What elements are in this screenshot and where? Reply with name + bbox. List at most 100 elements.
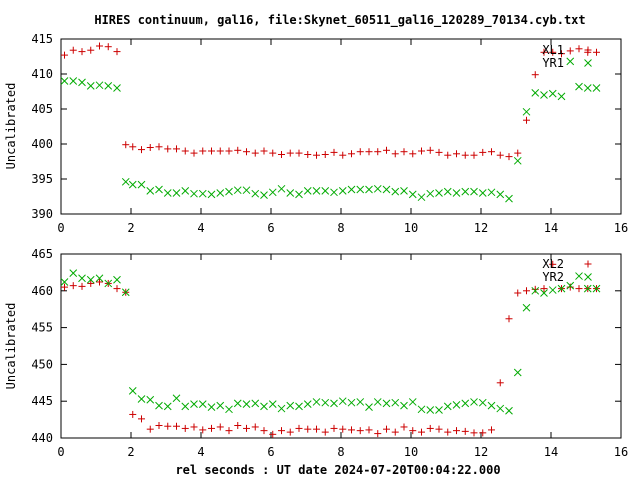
bottom-data-marks (60, 260, 601, 438)
data-point-yr2 (190, 400, 198, 408)
data-point-xl2 (173, 422, 180, 430)
data-point-yr1 (382, 185, 391, 194)
data-point-xl2 (348, 426, 355, 434)
data-point-xl2 (374, 430, 382, 438)
data-point-yr1 (163, 189, 172, 197)
top-y-axis-label: Uncalibrated (4, 83, 18, 170)
data-point-xl1 (295, 149, 303, 157)
bottom-x-tick-label: 0 (57, 445, 64, 459)
data-point-yr2 (295, 402, 303, 411)
data-point-yr1 (286, 189, 295, 197)
data-point-xl2 (505, 315, 513, 323)
legend-symbol-yr2 (584, 273, 592, 281)
data-point-yr1 (60, 77, 69, 85)
data-point-yr2 (478, 398, 487, 407)
data-point-xl1 (113, 48, 121, 56)
data-point-xl1 (251, 149, 259, 157)
data-point-xl2 (470, 429, 478, 437)
data-point-yr1 (505, 194, 513, 203)
data-point-xl1 (496, 151, 504, 159)
data-point-xl2 (129, 410, 137, 418)
data-point-yr1 (242, 186, 251, 195)
legend-symbol-xl2 (584, 260, 592, 268)
data-point-yr2 (513, 368, 522, 377)
data-point-xl1 (365, 148, 373, 156)
data-point-xl2 (531, 285, 539, 293)
data-point-yr2 (163, 402, 172, 411)
data-point-yr1 (155, 185, 163, 194)
data-point-yr2 (592, 284, 601, 293)
top-x-tick-label: 8 (337, 221, 344, 235)
data-point-xl1 (181, 147, 189, 155)
data-point-xl1 (479, 148, 487, 156)
top-y-tick-label: 390 (31, 207, 53, 221)
data-point-xl1 (505, 153, 513, 161)
data-point-yr1 (113, 84, 121, 92)
data-point-yr1 (216, 189, 225, 197)
data-point-xl1 (374, 148, 382, 156)
data-point-yr1 (69, 77, 78, 85)
data-point-yr1 (146, 187, 155, 195)
data-point-yr1 (575, 82, 583, 91)
data-point-yr1 (198, 189, 207, 198)
data-point-yr1 (365, 185, 373, 194)
data-point-xl2 (199, 426, 207, 434)
data-point-yr2 (225, 405, 233, 414)
data-point-yr1 (513, 156, 522, 165)
bottom-y-tick-label: 445 (31, 394, 53, 408)
top-y-tick-label: 400 (31, 137, 53, 151)
data-point-xl1 (234, 146, 242, 154)
data-point-xl2 (278, 427, 285, 435)
data-point-xl2 (208, 424, 215, 432)
data-point-yr2 (435, 406, 443, 414)
data-point-xl1 (400, 148, 408, 156)
data-point-yr1 (312, 187, 321, 195)
bottom-y-tick-label: 460 (31, 284, 53, 298)
legend-marker-xl2 (584, 260, 592, 268)
data-point-xl1 (409, 150, 417, 158)
data-point-xl1 (348, 150, 355, 158)
legend-marker-yr1 (584, 59, 592, 67)
data-point-xl2 (164, 422, 172, 430)
data-point-xl2 (356, 427, 364, 435)
data-point-xl2 (286, 428, 294, 436)
data-point-xl2 (391, 428, 399, 436)
data-point-yr2 (391, 398, 400, 407)
data-point-xl1 (61, 51, 68, 59)
data-point-yr1 (470, 187, 478, 196)
data-point-xl2 (78, 282, 86, 290)
bottom-x-tick-label: 6 (267, 445, 274, 459)
data-point-yr1 (522, 107, 531, 116)
data-point-yr2 (312, 398, 321, 406)
data-point-xl1 (146, 144, 154, 151)
data-point-xl1 (96, 42, 103, 50)
data-point-xl2 (365, 426, 373, 434)
data-point-yr1 (426, 189, 435, 198)
data-point-xl2 (514, 289, 522, 297)
data-point-xl1 (78, 48, 86, 56)
top-x-tick-label: 6 (267, 221, 274, 235)
data-point-yr1 (251, 189, 260, 198)
data-point-yr1 (356, 185, 365, 194)
data-point-xl2 (260, 427, 268, 435)
data-point-yr1 (78, 78, 86, 87)
bottom-x-tick-label: 2 (127, 445, 134, 459)
data-point-yr2 (242, 400, 251, 408)
data-point-yr2 (531, 286, 540, 295)
data-point-xl2 (225, 427, 233, 435)
bottom-panel: Uncalibrated 0 2 4 6 8 10 12 14 16 440 445 450 455 46… (4, 247, 628, 459)
data-point-xl2 (69, 282, 77, 290)
data-point-yr1 (121, 177, 130, 186)
data-point-yr1 (260, 191, 268, 199)
data-point-yr1 (338, 187, 347, 195)
data-point-yr1 (435, 189, 443, 197)
data-point-yr1 (566, 57, 575, 66)
data-point-xl1 (461, 151, 469, 159)
data-point-yr2 (60, 278, 69, 286)
data-point-yr1 (592, 84, 601, 92)
data-point-xl2 (61, 283, 68, 291)
data-point-xl1 (391, 150, 399, 158)
data-point-xl2 (251, 423, 259, 431)
data-point-yr1 (557, 92, 566, 101)
data-point-xl2 (383, 425, 390, 433)
